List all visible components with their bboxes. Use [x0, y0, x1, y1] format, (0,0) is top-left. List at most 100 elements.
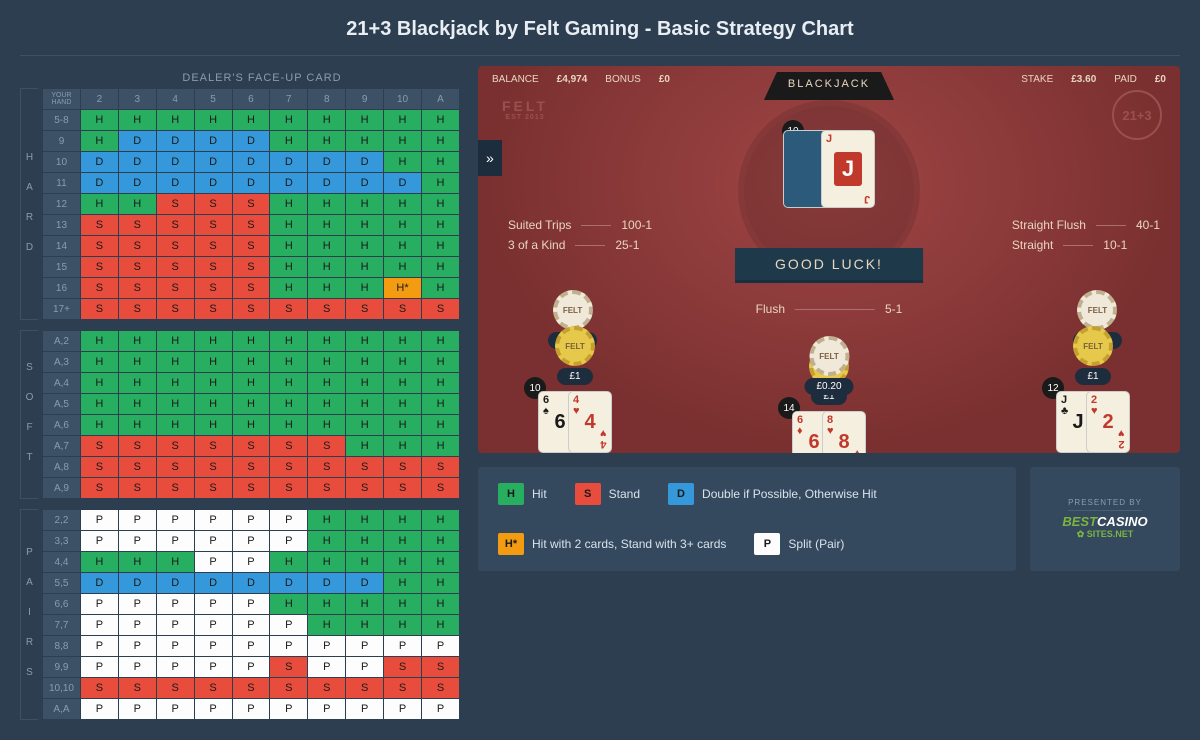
cell: S: [118, 457, 156, 478]
cell: P: [80, 615, 118, 636]
cell: P: [156, 594, 194, 615]
cell: S: [80, 299, 118, 320]
cell: H: [346, 278, 384, 299]
cell: H: [270, 594, 308, 615]
cell: H: [308, 278, 346, 299]
page-title: 21+3 Blackjack by Felt Gaming - Basic St…: [20, 0, 1180, 56]
cell: H: [270, 394, 308, 415]
cell: D: [232, 152, 270, 173]
cell: S: [118, 678, 156, 699]
cell: H: [308, 531, 346, 552]
dealer-card: J J J: [821, 130, 875, 208]
cell: S: [118, 257, 156, 278]
cell: S: [384, 299, 422, 320]
cell: P: [270, 510, 308, 531]
cell: P: [232, 594, 270, 615]
cell: P: [118, 699, 156, 720]
cell: H: [384, 394, 422, 415]
cell: P: [232, 531, 270, 552]
cell: H: [421, 173, 459, 194]
cell: P: [232, 615, 270, 636]
cell: H: [118, 331, 156, 352]
cell: H: [118, 194, 156, 215]
cell: S: [308, 436, 346, 457]
cell: H: [346, 215, 384, 236]
cell: P: [156, 510, 194, 531]
cell: H: [384, 331, 422, 352]
cell: H: [384, 152, 422, 173]
cell: H: [384, 552, 422, 573]
cell: D: [156, 173, 194, 194]
cell: H: [270, 215, 308, 236]
cell: D: [194, 573, 232, 594]
cell: H: [232, 110, 270, 131]
cell: P: [270, 636, 308, 657]
cell: H: [384, 215, 422, 236]
cell: S: [80, 478, 118, 499]
cell: H: [80, 552, 118, 573]
cell: D: [308, 173, 346, 194]
cell: S: [422, 457, 460, 478]
cell: D: [194, 173, 232, 194]
cell: D: [346, 152, 384, 173]
cell: H: [346, 236, 384, 257]
cell: H: [346, 257, 384, 278]
cell: P: [232, 657, 270, 678]
cell: H: [308, 110, 346, 131]
cell: P: [194, 510, 232, 531]
cell: P: [156, 657, 194, 678]
cell: H: [384, 573, 422, 594]
bet-spot-3[interactable]: FELT£1 12J♣JJ♣2♥22♥: [1056, 326, 1130, 453]
cell: H: [194, 373, 232, 394]
cell: D: [346, 573, 384, 594]
cell: H: [422, 352, 460, 373]
section-pairs: P A I R S2,2PPPPPPHHHH3,3PPPPPPHHHH4,4HH…: [20, 509, 460, 720]
expand-button[interactable]: »: [478, 140, 502, 176]
cell: H: [270, 278, 308, 299]
cell: H: [346, 110, 384, 131]
cell: D: [156, 131, 194, 152]
cell: P: [194, 552, 232, 573]
cell: S: [421, 678, 459, 699]
section-label-pairs: P A I R S: [20, 509, 38, 720]
goodluck-banner: GOOD LUCK!: [735, 248, 923, 280]
section-label-hard: H A R D: [20, 88, 38, 320]
cell: H: [346, 194, 384, 215]
cell: H: [156, 331, 194, 352]
cell: H: [384, 352, 422, 373]
cell: S: [270, 299, 308, 320]
cell: S: [194, 278, 232, 299]
cell: P: [421, 699, 459, 720]
cell: H: [308, 394, 346, 415]
bonus-chip-2[interactable]: FELT£0.20: [804, 336, 853, 395]
cell: H: [384, 531, 422, 552]
cell: D: [384, 173, 422, 194]
cell: D: [308, 573, 346, 594]
cell: H: [270, 131, 308, 152]
cell: S: [118, 215, 156, 236]
cell: S: [232, 457, 270, 478]
cell: P: [118, 636, 156, 657]
cell: H: [308, 594, 346, 615]
cell: S: [384, 678, 422, 699]
cell: S: [156, 478, 194, 499]
felt-logo: FELTEST 2013: [502, 98, 548, 121]
cell: P: [232, 510, 270, 531]
cell: S: [194, 478, 232, 499]
branding: PRESENTED BY BESTCASINO ✿ SITES.NET: [1030, 467, 1180, 571]
cell: H: [308, 615, 346, 636]
cell: D: [118, 131, 156, 152]
cell: S: [156, 678, 194, 699]
cell: P: [308, 657, 346, 678]
cell: H: [308, 510, 346, 531]
cell: P: [156, 615, 194, 636]
cell: H: [118, 415, 156, 436]
cell: S: [194, 436, 232, 457]
cell: H: [384, 615, 422, 636]
bet-spot-1[interactable]: FELT£1 106♠66♠4♥44♥: [538, 326, 612, 453]
cell: P: [118, 594, 156, 615]
cell: D: [118, 152, 156, 173]
cell: H: [80, 110, 118, 131]
cell: S: [270, 678, 308, 699]
cell: S: [232, 678, 270, 699]
